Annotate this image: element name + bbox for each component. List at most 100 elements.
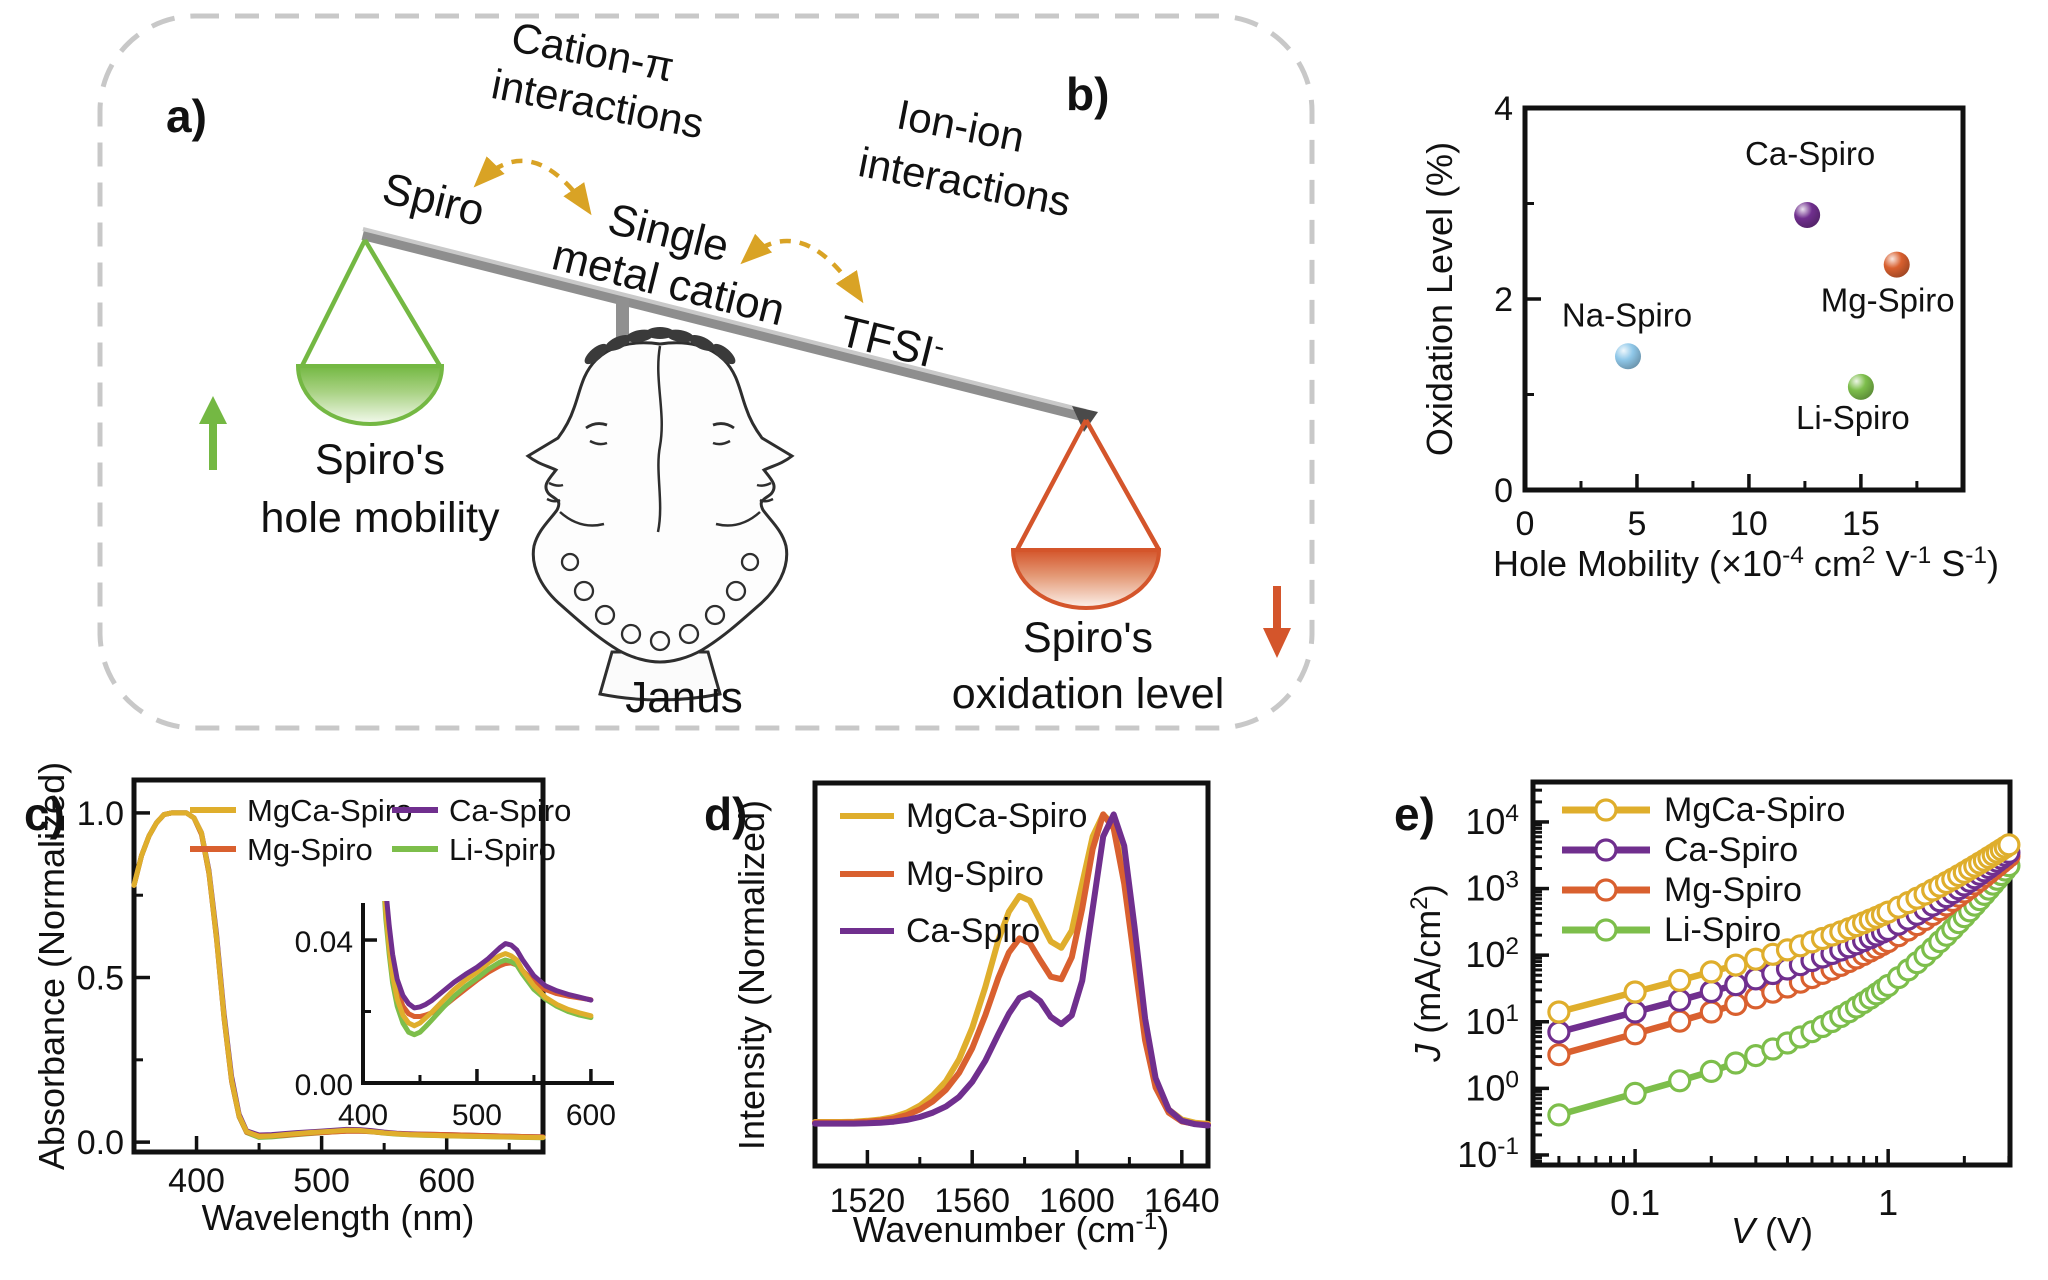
data-point xyxy=(1699,960,1723,984)
x-tick-label: 400 xyxy=(338,1099,388,1132)
series-MgCa-Spiro xyxy=(131,810,546,1140)
cation-pi-text: Cation-π interactions xyxy=(488,13,708,147)
janus-bust xyxy=(598,650,722,702)
scatter-point-Na-Spiro xyxy=(1615,343,1642,370)
y-tick-label: 102 xyxy=(1465,933,1519,975)
data-point xyxy=(1699,979,1723,1004)
x-tick-label: 1 xyxy=(1878,1182,1898,1223)
x-tick-label: 500 xyxy=(452,1099,502,1132)
janus-label: Janus xyxy=(625,673,742,722)
legend-item-Li-Spiro: Li-Spiro xyxy=(392,832,556,867)
y-tick-label: 101 xyxy=(1465,1000,1519,1042)
y-tick-label: 104 xyxy=(1465,800,1519,842)
y-tick-label: 1.0 xyxy=(77,795,124,833)
b-y-axis-label: Oxidation Level (%) xyxy=(1419,142,1460,456)
d-x-axis-label: Wavenumber (cm-1) xyxy=(853,1208,1170,1250)
beam-bar xyxy=(361,228,1088,422)
y-tick-label: 0.0 xyxy=(77,1124,124,1162)
data-point xyxy=(1724,1051,1748,1075)
legend-label: Mg-Spiro xyxy=(1664,871,1802,909)
series-line xyxy=(131,810,546,1140)
hole-mobility-line1: Spiro's xyxy=(315,436,445,484)
e-y-axis-label: J (mA/cm2) xyxy=(1406,884,1448,1063)
legend-label: Mg-Spiro xyxy=(906,855,1044,893)
ion-ion-arrow xyxy=(740,233,864,304)
scatter-point-Li-Spiro xyxy=(1847,373,1874,400)
legend-marker-icon xyxy=(1594,838,1618,862)
legend-label: Li-Spiro xyxy=(449,832,556,867)
panel-c-inset-chart: 400 500 600 0.00 0.04 xyxy=(295,901,616,1132)
legend-item-Mg-Spiro: Mg-Spiro xyxy=(190,832,373,867)
y-tick-label: 100 xyxy=(1465,1066,1519,1108)
y-tick-label: 0.5 xyxy=(77,960,124,998)
series-line xyxy=(382,901,594,1029)
data-point xyxy=(1724,973,1748,997)
point-label-Ca-Spiro: Ca-Spiro xyxy=(1745,135,1875,172)
scatter-point-Ca-Spiro xyxy=(1794,201,1821,228)
x-tick-label: 600 xyxy=(566,1099,616,1132)
oxidation-line2: oxidation level xyxy=(952,670,1225,718)
legend-item-MgCa-Spiro: MgCa-Spiro xyxy=(190,793,412,828)
janus-laurel-crown xyxy=(584,327,736,365)
data-point xyxy=(1668,988,1692,1012)
janus-eyes xyxy=(589,439,731,446)
legend-label: MgCa-Spiro xyxy=(1664,791,1845,829)
data-point xyxy=(1699,1000,1723,1024)
x-tick-label: 10 xyxy=(1730,505,1768,543)
panel-c-label: c) xyxy=(24,788,65,840)
legend-label: Ca-Spiro xyxy=(906,912,1040,950)
legend-marker-icon xyxy=(1594,918,1618,942)
c-x-axis-label: Wavelength (nm) xyxy=(202,1197,475,1238)
x-tick-label: 15 xyxy=(1842,505,1880,543)
janus-lips xyxy=(546,481,774,503)
oxidation-line1: Spiro's xyxy=(1023,614,1153,662)
data-point xyxy=(1623,1081,1647,1106)
panel-d-label: d) xyxy=(704,788,747,840)
x-tick-label: 500 xyxy=(293,1162,350,1200)
legend-label: MgCa-Spiro xyxy=(906,797,1087,835)
hole-mobility-pan xyxy=(295,238,445,426)
cation-pi-arrow xyxy=(473,156,592,216)
axes-frame xyxy=(812,780,1211,1169)
data-point xyxy=(1668,1009,1692,1033)
series-MgCa-Spiro xyxy=(1547,833,2021,1024)
janus-beard-curls xyxy=(560,552,760,652)
series-Ca-Spiro xyxy=(812,811,1211,1129)
janus-mustache xyxy=(559,511,761,527)
janus-center-hair xyxy=(656,345,663,533)
oxidation-annotation: Spiro's oxidation level xyxy=(952,586,1291,718)
pan-strings-left xyxy=(299,238,442,368)
janus-brows xyxy=(585,422,735,430)
x-tick-label: 600 xyxy=(418,1162,475,1200)
panel-b-label: b) xyxy=(1066,68,1109,120)
series-line xyxy=(812,811,1211,1129)
b-x-axis-label: Hole Mobility (×10-4 cm2 V-1 S-1) xyxy=(1493,542,1999,584)
spiro-label: Spiro xyxy=(378,164,490,236)
hole-mobility-line2: hole mobility xyxy=(261,494,500,542)
panel-b-chart: 0 5 10 15 0 2 4 Na-Spiro Ca-Spiro Mg-Spiro Li-Spir… xyxy=(1494,90,1966,543)
panel-a: a) Spiro Cation-π interactions Ion-ion xyxy=(97,13,1315,731)
ion-ion-text: Ion-ion interactions xyxy=(855,90,1075,225)
pan-strings-right xyxy=(1015,418,1161,552)
legend-marker-icon xyxy=(1594,878,1618,902)
pan-bowl-right xyxy=(1010,548,1162,610)
data-point xyxy=(1724,953,1748,977)
data-point xyxy=(1997,833,2021,857)
legend-label: Ca-Spiro xyxy=(1664,831,1798,869)
legend-item-MgCa-Spiro: MgCa-Spiro xyxy=(1562,791,1845,829)
beam-right-hinge xyxy=(1072,406,1098,432)
legend-label: MgCa-Spiro xyxy=(247,793,412,828)
data-point xyxy=(1547,1020,1571,1044)
x-tick-label: 1560 xyxy=(934,1182,1010,1220)
axes-frame xyxy=(131,777,546,1155)
x-tick-label: 0.1 xyxy=(1610,1182,1660,1223)
legend-item-Ca-Spiro: Ca-Spiro xyxy=(840,912,1040,950)
legend-item-Mg-Spiro: Mg-Spiro xyxy=(840,855,1044,893)
data-point xyxy=(1623,1000,1647,1024)
data-point xyxy=(1547,1043,1571,1067)
panel-d-chart: 1520 1560 1600 1640 MgCa-Spiro Mg-Spiro Ca-Spi… xyxy=(812,780,1220,1220)
data-point xyxy=(1623,1022,1647,1046)
panel-c-chart: 400 500 600 0.0 0.5 1.0 MgCa-Spiro Mg-Spiro Ca-S… xyxy=(77,777,571,1200)
